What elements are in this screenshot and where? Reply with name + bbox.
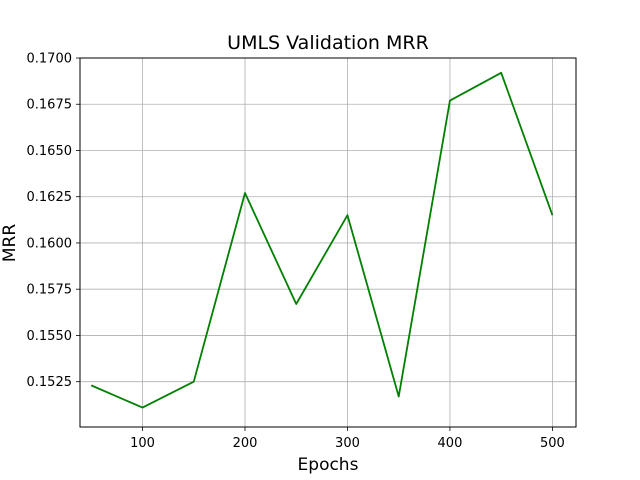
series-line: [90, 71, 554, 409]
data-point: [398, 395, 400, 397]
plot-frame: [79, 57, 577, 428]
y-tick-label: 0.1575: [27, 283, 73, 298]
x-axis-label: Epochs: [298, 455, 359, 475]
grid: [80, 57, 576, 427]
data-point: [449, 100, 451, 102]
data-point: [90, 384, 92, 386]
x-tick-label: 300: [335, 436, 360, 451]
data-point: [346, 214, 348, 216]
data-point: [500, 72, 502, 74]
x-tick-label: 100: [130, 436, 155, 451]
data-point: [244, 192, 246, 194]
data-point: [295, 303, 297, 305]
x-tick-label: 200: [233, 436, 258, 451]
y-axis-label: MRR: [0, 224, 20, 262]
x-tick-label: 500: [540, 436, 565, 451]
series-layer: [90, 71, 554, 409]
data-point: [193, 381, 195, 383]
data-point: [142, 407, 144, 409]
x-tick-label: 400: [438, 436, 463, 451]
data-point: [551, 214, 553, 216]
chart-title: UMLS Validation MRR: [227, 32, 429, 54]
y-tick-label: 0.1600: [27, 236, 73, 251]
y-tick-label: 0.1650: [27, 144, 73, 159]
y-axis: 0.1525 0.1550 0.1575 0.1600 0.1625 0.1650 0.16…: [27, 52, 80, 390]
y-tick-label: 0.1675: [27, 98, 73, 113]
y-tick-label: 0.1625: [27, 190, 73, 205]
x-axis: 100 200 300 400 500: [130, 427, 565, 451]
y-tick-label: 0.1525: [27, 375, 73, 390]
y-tick-label: 0.1700: [27, 52, 73, 67]
y-tick-label: 0.1550: [27, 329, 73, 344]
